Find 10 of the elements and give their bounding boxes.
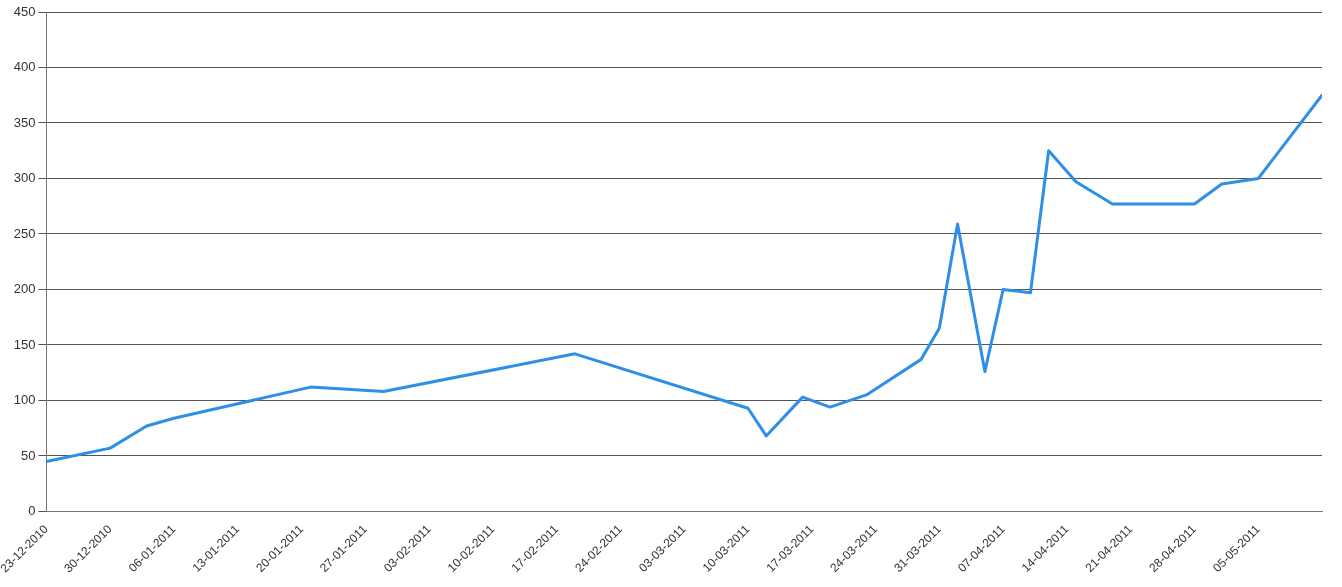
y-tick-label: 300 (13, 170, 36, 186)
y-tick-label: 150 (13, 336, 36, 352)
y-tick-label: 350 (13, 114, 36, 130)
y-tick-label: 0 (28, 502, 36, 518)
y-tick-label: 400 (13, 59, 36, 75)
y-tick-label: 200 (13, 281, 36, 297)
y-tick-label: 100 (13, 392, 36, 408)
y-tick-label: 50 (20, 447, 36, 463)
y-tick-label: 250 (13, 225, 36, 241)
y-tick-label: 450 (13, 3, 36, 19)
